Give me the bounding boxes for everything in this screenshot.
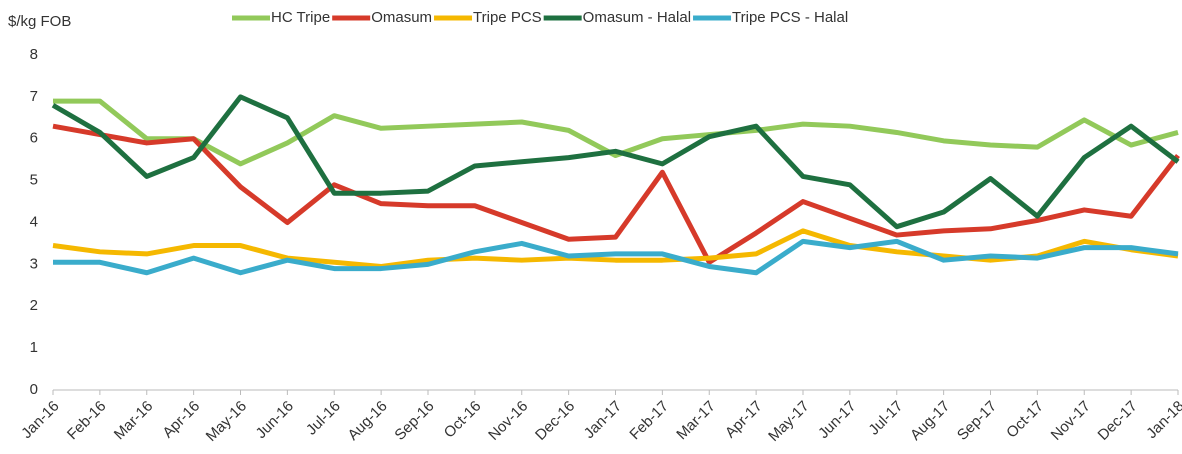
- y-tick-label: 1: [30, 339, 38, 356]
- x-tick-label: Jul-17: [865, 398, 906, 439]
- x-tick-label: Jan-18: [1143, 398, 1182, 442]
- x-tick-label: Sep-17: [954, 398, 1000, 444]
- y-tick-label: 6: [30, 130, 38, 147]
- x-tick-label: Feb-17: [626, 398, 672, 444]
- x-tick-label: Oct-17: [1003, 398, 1047, 442]
- x-tick-label: Jun-16: [253, 398, 297, 442]
- x-tick-label: May-17: [765, 398, 812, 445]
- x-tick-label: Dec-16: [532, 398, 578, 444]
- legend-label: Tripe PCS - Halal: [732, 9, 848, 26]
- x-tick-label: Mar-16: [111, 398, 157, 444]
- y-tick-label: 0: [30, 381, 38, 398]
- legend-label: Omasum: [371, 9, 432, 26]
- legend-label: Tripe PCS: [473, 9, 542, 26]
- x-tick-label: Feb-16: [64, 398, 110, 444]
- x-tick-label: Mar-17: [673, 398, 719, 444]
- x-tick-label: Jun-17: [815, 398, 859, 442]
- x-tick-label: Nov-16: [485, 398, 531, 444]
- y-tick-label: 4: [30, 213, 38, 230]
- x-tick-label: Aug-17: [907, 398, 953, 444]
- x-tick-label: Aug-16: [345, 398, 391, 444]
- y-tick-label: 5: [30, 172, 38, 189]
- series-line: [52, 228, 1179, 269]
- x-tick-label: May-16: [203, 398, 250, 445]
- x-tick-label: Nov-17: [1048, 398, 1094, 444]
- x-tick-label: Dec-17: [1095, 398, 1141, 444]
- series-line: [52, 123, 1180, 265]
- y-tick-label: 7: [30, 88, 38, 105]
- y-tick-label: 8: [30, 46, 38, 63]
- x-tick-label: Jan-16: [18, 398, 62, 442]
- legend-label: HC Tripe: [271, 9, 330, 26]
- y-axis-label: $/kg FOB: [8, 13, 71, 30]
- x-tick-label: Apr-16: [159, 398, 203, 442]
- x-tick-label: Jul-16: [303, 398, 344, 439]
- x-tick-label: Oct-16: [441, 398, 485, 442]
- x-tick-label: Jan-17: [581, 398, 625, 442]
- y-tick-label: 3: [30, 255, 38, 272]
- series-line: [51, 94, 1180, 230]
- y-tick-label: 2: [30, 297, 38, 314]
- series-line: [53, 238, 1179, 276]
- x-tick-label: Sep-16: [391, 398, 437, 444]
- legend-label: Omasum - Halal: [583, 9, 691, 26]
- series-line: [53, 98, 1179, 167]
- x-tick-label: Apr-17: [722, 398, 766, 442]
